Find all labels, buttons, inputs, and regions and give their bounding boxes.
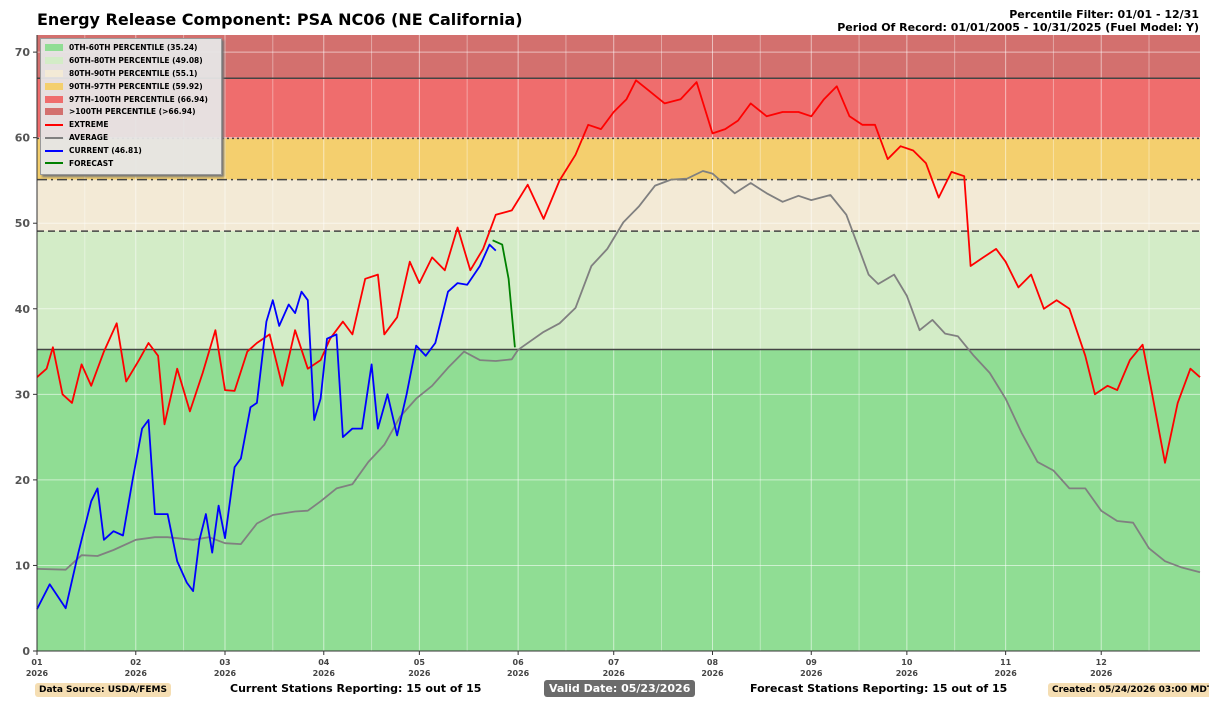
x-tick-label: 04: [318, 658, 330, 667]
x-tick-year-label: 2026: [1090, 669, 1113, 678]
x-tick-year-label: 2026: [800, 669, 823, 678]
legend-item: 90TH-97TH PERCENTILE (59.92): [41, 80, 221, 93]
chart-title: Energy Release Component: PSA NC06 (NE C…: [37, 10, 523, 29]
x-tick-year-label: 2026: [701, 669, 724, 678]
x-tick-label: 10: [901, 658, 913, 667]
legend-label: 90TH-97TH PERCENTILE (59.92): [69, 81, 203, 91]
legend-item: 60TH-80TH PERCENTILE (49.08): [41, 54, 221, 67]
data-source-badge: Data Source: USDA/FEMS: [35, 683, 171, 697]
legend-label: 97TH-100TH PERCENTILE (66.94): [69, 94, 208, 104]
x-tick-label: 03: [219, 658, 230, 667]
legend-item: AVERAGE: [41, 131, 221, 144]
current-stations-text: Current Stations Reporting: 15 out of 15: [230, 682, 482, 695]
y-tick-label: 60: [15, 132, 31, 145]
y-tick-label: 0: [22, 645, 30, 658]
series-line: [36, 170, 1201, 574]
percentile-band: [37, 138, 1200, 180]
x-tick-year-label: 2026: [408, 669, 431, 678]
series-line: [36, 79, 1201, 464]
legend-swatch: [45, 43, 63, 51]
x-tick-label: 07: [608, 658, 619, 667]
x-tick-year-label: 2026: [214, 669, 237, 678]
y-tick-label: 70: [15, 46, 31, 59]
legend-label: 80TH-90TH PERCENTILE (55.1): [69, 68, 198, 78]
y-tick-label: 20: [15, 474, 31, 487]
percentile-band: [37, 35, 1200, 79]
series-line: [492, 239, 516, 348]
y-tick-label: 40: [15, 303, 31, 316]
x-tick-label: 05: [414, 658, 426, 667]
legend-swatch: [45, 95, 63, 103]
legend-item: CURRENT (46.81): [41, 144, 221, 157]
legend-swatch: [45, 56, 63, 64]
legend-swatch: [45, 123, 63, 126]
x-tick-year-label: 2026: [313, 669, 336, 678]
x-tick-label: 02: [130, 658, 141, 667]
legend-item: 97TH-100TH PERCENTILE (66.94): [41, 93, 221, 106]
x-tick-year-label: 2026: [125, 669, 148, 678]
x-tick-label: 01: [31, 658, 43, 667]
legend-label: 0TH-60TH PERCENTILE (35.24): [69, 42, 198, 52]
x-tick-label: 09: [806, 658, 818, 667]
percentile-band: [37, 179, 1200, 232]
percentile-filter: Percentile Filter: 01/01 - 12/31: [1009, 8, 1199, 21]
legend-swatch: [45, 136, 63, 139]
x-tick-year-label: 2026: [995, 669, 1018, 678]
y-tick-label: 30: [15, 388, 31, 401]
legend-item: FORECAST: [41, 157, 221, 170]
series-line: [36, 243, 497, 610]
percentile-band: [37, 231, 1200, 350]
x-tick-year-label: 2026: [896, 669, 919, 678]
valid-date-badge: Valid Date: 05/23/2026: [544, 680, 696, 697]
legend-item: 0TH-60TH PERCENTILE (35.24): [41, 41, 221, 54]
legend-swatch: [45, 108, 63, 116]
x-tick-year-label: 2026: [507, 669, 530, 678]
legend-label: EXTREME: [69, 120, 109, 130]
x-tick-label: 06: [513, 658, 525, 667]
period-of-record: Period Of Record: 01/01/2005 - 10/31/202…: [837, 21, 1199, 34]
forecast-stations-text: Forecast Stations Reporting: 15 out of 1…: [750, 682, 1008, 695]
legend-swatch: [45, 162, 63, 165]
legend-swatch: [45, 149, 63, 152]
chart-subtitle: Percentile Filter: 01/01 - 12/31 Period …: [837, 8, 1199, 34]
created-badge: Created: 05/24/2026 03:00 MDT: [1048, 683, 1209, 697]
legend-item: 80TH-90TH PERCENTILE (55.1): [41, 67, 221, 80]
legend-swatch: [45, 82, 63, 90]
legend-label: FORECAST: [69, 158, 114, 168]
legend-label: CURRENT (46.81): [69, 146, 142, 156]
chart-legend: 0TH-60TH PERCENTILE (35.24) 60TH-80TH PER…: [40, 38, 222, 175]
legend-label: >100TH PERCENTILE (>66.94): [69, 107, 196, 117]
legend-label: AVERAGE: [69, 133, 109, 143]
x-tick-year-label: 2026: [603, 669, 626, 678]
x-tick-year-label: 2026: [26, 669, 49, 678]
x-tick-label: 08: [707, 658, 719, 667]
legend-item: EXTREME: [41, 118, 221, 131]
legend-label: 60TH-80TH PERCENTILE (49.08): [69, 55, 203, 65]
y-tick-label: 50: [15, 217, 31, 230]
legend-swatch: [45, 69, 63, 77]
y-tick-label: 10: [15, 559, 31, 572]
x-tick-label: 12: [1096, 658, 1107, 667]
legend-item: >100TH PERCENTILE (>66.94): [41, 105, 221, 118]
x-tick-label: 11: [1000, 658, 1012, 667]
